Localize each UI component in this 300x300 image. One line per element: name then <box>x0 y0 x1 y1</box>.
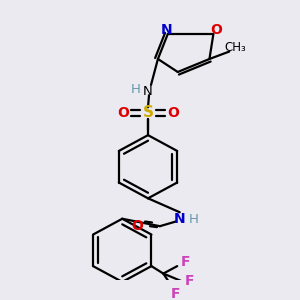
Text: O: O <box>131 219 143 233</box>
Text: H: H <box>131 83 141 96</box>
Text: N: N <box>174 212 185 226</box>
Text: O: O <box>117 106 129 120</box>
Text: F: F <box>184 274 194 288</box>
Text: F: F <box>180 255 190 269</box>
Text: O: O <box>167 106 179 120</box>
Text: O: O <box>210 23 222 37</box>
Text: N: N <box>143 85 153 98</box>
Text: CH₃: CH₃ <box>224 41 246 54</box>
Text: N: N <box>161 23 173 37</box>
Text: H: H <box>189 213 199 226</box>
Text: S: S <box>142 105 154 120</box>
Text: F: F <box>170 287 180 300</box>
